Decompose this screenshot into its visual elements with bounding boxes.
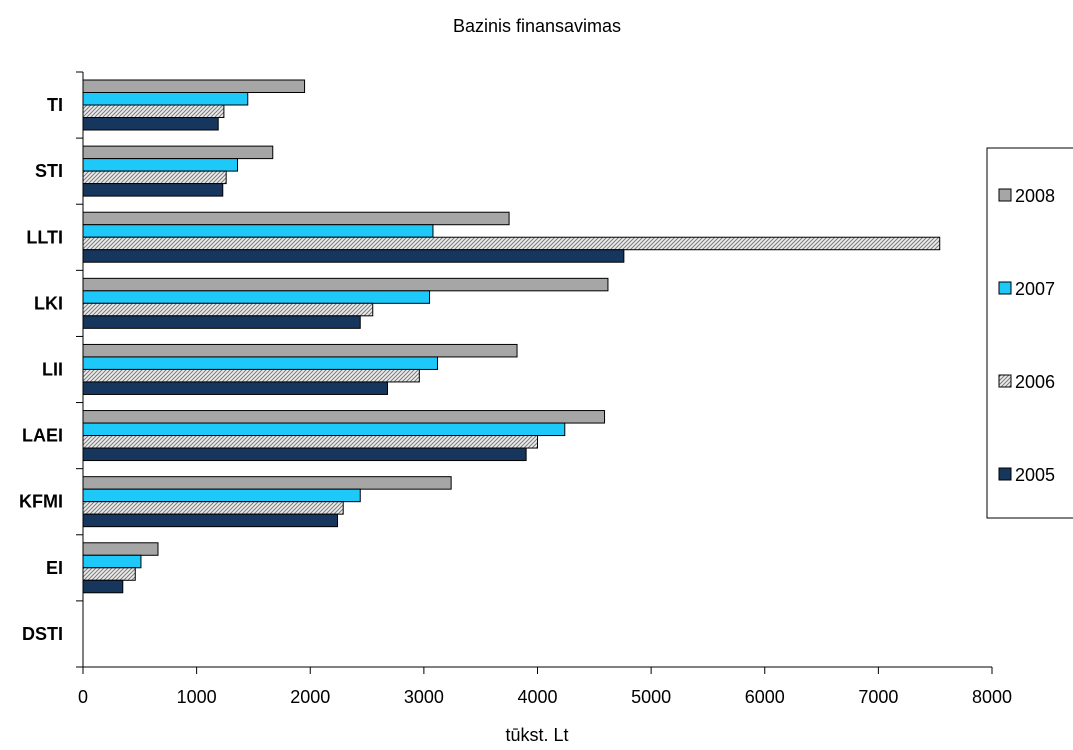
category-label-lii: LII bbox=[42, 360, 63, 380]
bar-ei-2006 bbox=[82, 567, 136, 581]
legend-swatch-2007 bbox=[998, 281, 1012, 295]
bar-lii-2006 bbox=[82, 368, 420, 383]
chart-title: Bazinis finansavimas bbox=[453, 16, 621, 36]
bar-kfmi-2008 bbox=[82, 476, 452, 490]
bar-kfmi-2007 bbox=[82, 488, 361, 503]
bar-lii-2005 bbox=[82, 381, 389, 395]
bar-sti-2008 bbox=[82, 145, 274, 160]
x-tick-label: 4000 bbox=[517, 687, 557, 707]
legend-label-2007: 2007 bbox=[1015, 279, 1055, 299]
category-label-dsti: DSTI bbox=[22, 624, 63, 644]
plot-area: TI STI LLTI LKI LII LAEI KFMI EI DSTI 0 1000 2000 30… bbox=[19, 71, 1012, 707]
bar-ti-2006 bbox=[82, 104, 225, 118]
x-tick-label: 3000 bbox=[404, 687, 444, 707]
bar-lki-2007 bbox=[82, 290, 431, 304]
bar-llti-2006 bbox=[82, 236, 941, 251]
x-tick-label: 0 bbox=[78, 687, 88, 707]
legend-swatch-2006 bbox=[998, 374, 1012, 388]
category-label-lki: LKI bbox=[34, 293, 63, 313]
bar-llti-2005 bbox=[82, 249, 625, 263]
bar-ti-2008 bbox=[82, 79, 306, 93]
x-tick-label: 5000 bbox=[631, 687, 671, 707]
bar-sti-2007 bbox=[82, 158, 239, 172]
bar-lii-2007 bbox=[82, 356, 439, 370]
x-tick-label: 2000 bbox=[290, 687, 330, 707]
category-label-llti: LLTI bbox=[26, 227, 63, 247]
bar-laei-2008 bbox=[82, 410, 606, 424]
x-tick-label: 6000 bbox=[745, 687, 785, 707]
bar-laei-2007 bbox=[82, 422, 566, 437]
legend-swatch-2005 bbox=[998, 467, 1012, 481]
bar-ei-2005 bbox=[82, 579, 124, 594]
bar-ti-2007 bbox=[82, 92, 249, 106]
bar-laei-2005 bbox=[82, 447, 527, 462]
legend-swatch-2008 bbox=[998, 188, 1012, 202]
bar-lii-2008 bbox=[82, 343, 518, 358]
bar-lki-2008 bbox=[82, 277, 609, 292]
category-label-sti: STI bbox=[35, 161, 63, 181]
bar-llti-2007 bbox=[82, 224, 434, 238]
category-label-ei: EI bbox=[46, 558, 63, 578]
x-tick-label: 1000 bbox=[177, 687, 217, 707]
bar-kfmi-2005 bbox=[82, 513, 339, 528]
bar-laei-2006 bbox=[82, 435, 538, 449]
bar-lki-2005 bbox=[82, 315, 361, 329]
legend: 2008 2007 2006 2005 bbox=[986, 147, 1073, 519]
bar-ti-2005 bbox=[82, 117, 219, 131]
x-tick-label: 8000 bbox=[972, 687, 1012, 707]
x-axis-title: tūkst. Lt bbox=[505, 725, 568, 745]
legend-label-2008: 2008 bbox=[1015, 186, 1055, 206]
legend-box bbox=[986, 147, 1073, 519]
bar-sti-2006 bbox=[82, 170, 227, 185]
bar-lki-2006 bbox=[82, 302, 374, 317]
category-label-ti: TI bbox=[47, 95, 63, 115]
bar-ei-2008 bbox=[82, 542, 159, 556]
legend-label-2005: 2005 bbox=[1015, 465, 1055, 485]
bar-llti-2008 bbox=[82, 211, 510, 226]
x-tick-label: 7000 bbox=[858, 687, 898, 707]
bar-ei-2007 bbox=[82, 554, 142, 569]
bar-kfmi-2006 bbox=[82, 501, 344, 515]
legend-label-2006: 2006 bbox=[1015, 372, 1055, 392]
category-label-kfmi: KFMI bbox=[19, 492, 63, 512]
category-label-laei: LAEI bbox=[22, 426, 63, 446]
bar-sti-2005 bbox=[82, 183, 224, 197]
